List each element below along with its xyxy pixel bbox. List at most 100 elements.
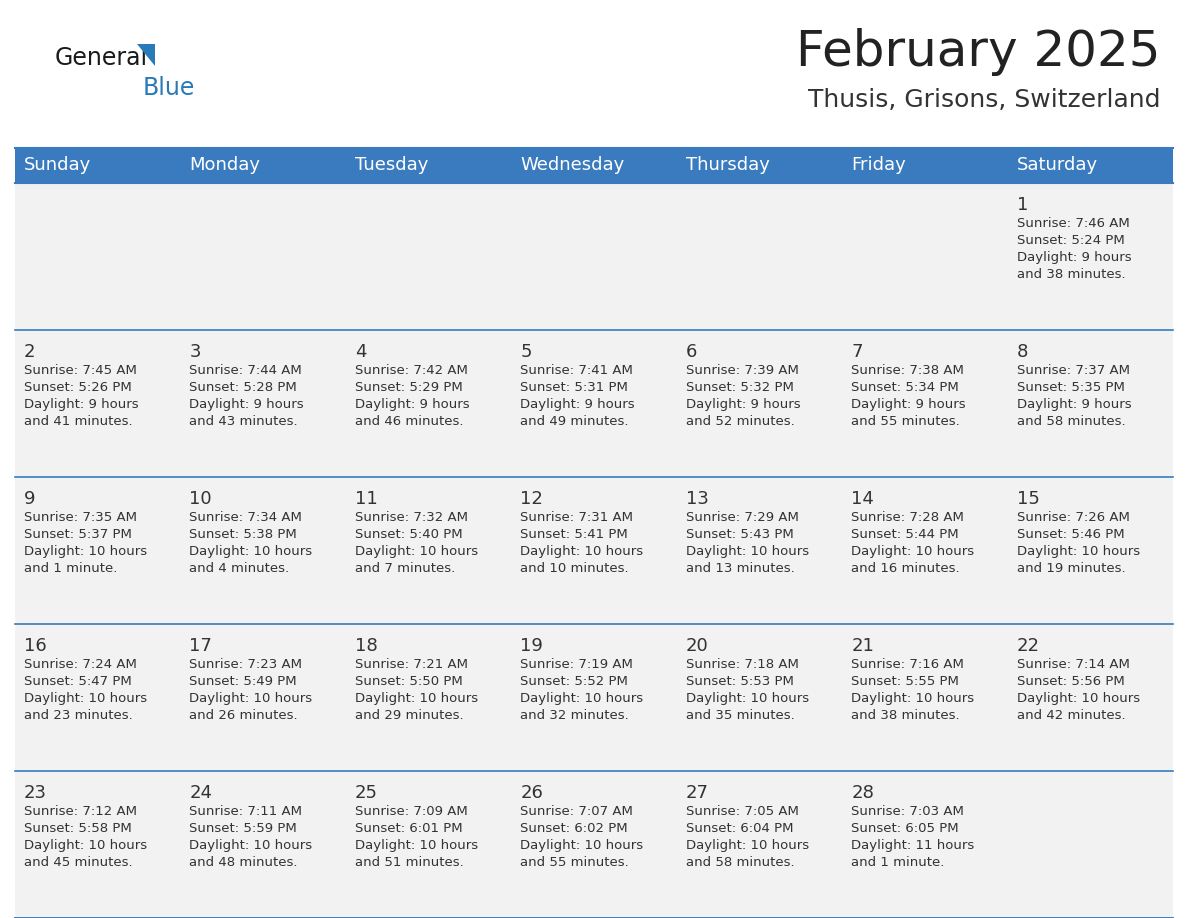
Text: and 58 minutes.: and 58 minutes.: [1017, 415, 1125, 428]
Bar: [181, 771, 346, 918]
Text: Sunset: 5:43 PM: Sunset: 5:43 PM: [685, 528, 794, 541]
Bar: [677, 477, 842, 624]
Text: Daylight: 10 hours: Daylight: 10 hours: [520, 545, 644, 558]
Text: 25: 25: [355, 784, 378, 802]
Text: 13: 13: [685, 490, 708, 508]
Bar: [842, 771, 1007, 918]
Text: Sunset: 5:50 PM: Sunset: 5:50 PM: [355, 675, 462, 688]
Text: Sunset: 5:52 PM: Sunset: 5:52 PM: [520, 675, 628, 688]
Text: Sunset: 6:05 PM: Sunset: 6:05 PM: [851, 822, 959, 835]
Text: 22: 22: [1017, 637, 1040, 655]
Text: Daylight: 10 hours: Daylight: 10 hours: [355, 692, 478, 705]
Text: and 48 minutes.: and 48 minutes.: [189, 856, 298, 869]
Text: and 46 minutes.: and 46 minutes.: [355, 415, 463, 428]
Text: Monday: Monday: [189, 156, 260, 174]
Text: and 51 minutes.: and 51 minutes.: [355, 856, 463, 869]
Bar: [15, 183, 181, 330]
Text: Sunrise: 7:46 AM: Sunrise: 7:46 AM: [1017, 217, 1130, 230]
Text: Sunset: 5:46 PM: Sunset: 5:46 PM: [1017, 528, 1124, 541]
Text: Blue: Blue: [143, 76, 195, 100]
Text: 18: 18: [355, 637, 378, 655]
Text: and 55 minutes.: and 55 minutes.: [851, 415, 960, 428]
Text: Sunset: 5:31 PM: Sunset: 5:31 PM: [520, 381, 628, 394]
Text: Sunrise: 7:44 AM: Sunrise: 7:44 AM: [189, 364, 302, 377]
Text: Sunset: 5:37 PM: Sunset: 5:37 PM: [24, 528, 132, 541]
Text: 5: 5: [520, 343, 532, 361]
Text: Sunrise: 7:09 AM: Sunrise: 7:09 AM: [355, 805, 468, 818]
Text: 21: 21: [851, 637, 874, 655]
Text: and 41 minutes.: and 41 minutes.: [24, 415, 133, 428]
Text: 8: 8: [1017, 343, 1028, 361]
Bar: [346, 771, 511, 918]
Text: 23: 23: [24, 784, 48, 802]
Text: Sunset: 6:02 PM: Sunset: 6:02 PM: [520, 822, 628, 835]
Text: Sunrise: 7:21 AM: Sunrise: 7:21 AM: [355, 658, 468, 671]
Text: Sunrise: 7:11 AM: Sunrise: 7:11 AM: [189, 805, 303, 818]
Text: 14: 14: [851, 490, 874, 508]
Text: and 13 minutes.: and 13 minutes.: [685, 562, 795, 575]
Bar: [511, 624, 677, 771]
Text: 27: 27: [685, 784, 709, 802]
Polygon shape: [137, 44, 154, 66]
Text: 20: 20: [685, 637, 708, 655]
Bar: [181, 477, 346, 624]
Text: Sunset: 5:34 PM: Sunset: 5:34 PM: [851, 381, 959, 394]
Text: Sunrise: 7:31 AM: Sunrise: 7:31 AM: [520, 511, 633, 524]
Text: Sunset: 5:55 PM: Sunset: 5:55 PM: [851, 675, 959, 688]
Text: Sunset: 5:41 PM: Sunset: 5:41 PM: [520, 528, 628, 541]
Text: Sunrise: 7:03 AM: Sunrise: 7:03 AM: [851, 805, 963, 818]
Text: and 16 minutes.: and 16 minutes.: [851, 562, 960, 575]
Text: and 10 minutes.: and 10 minutes.: [520, 562, 628, 575]
Text: Sunrise: 7:29 AM: Sunrise: 7:29 AM: [685, 511, 798, 524]
Bar: [346, 330, 511, 477]
Text: Daylight: 9 hours: Daylight: 9 hours: [851, 398, 966, 411]
Text: and 1 minute.: and 1 minute.: [851, 856, 944, 869]
Text: Saturday: Saturday: [1017, 156, 1098, 174]
Text: and 45 minutes.: and 45 minutes.: [24, 856, 133, 869]
Text: Daylight: 9 hours: Daylight: 9 hours: [1017, 251, 1131, 264]
Text: Sunrise: 7:07 AM: Sunrise: 7:07 AM: [520, 805, 633, 818]
Text: Sunset: 5:47 PM: Sunset: 5:47 PM: [24, 675, 132, 688]
Bar: [1007, 183, 1173, 330]
Text: Sunrise: 7:39 AM: Sunrise: 7:39 AM: [685, 364, 798, 377]
Text: and 23 minutes.: and 23 minutes.: [24, 709, 133, 722]
Bar: [346, 477, 511, 624]
Text: and 55 minutes.: and 55 minutes.: [520, 856, 628, 869]
Text: Sunset: 5:49 PM: Sunset: 5:49 PM: [189, 675, 297, 688]
Text: Sunset: 5:40 PM: Sunset: 5:40 PM: [355, 528, 462, 541]
Text: Sunrise: 7:16 AM: Sunrise: 7:16 AM: [851, 658, 963, 671]
Text: Daylight: 10 hours: Daylight: 10 hours: [1017, 545, 1139, 558]
Text: Sunset: 5:24 PM: Sunset: 5:24 PM: [1017, 234, 1124, 247]
Bar: [1007, 330, 1173, 477]
Text: Daylight: 10 hours: Daylight: 10 hours: [24, 839, 147, 852]
Text: Sunset: 5:32 PM: Sunset: 5:32 PM: [685, 381, 794, 394]
Bar: [15, 624, 181, 771]
Text: Daylight: 10 hours: Daylight: 10 hours: [685, 839, 809, 852]
Bar: [346, 624, 511, 771]
Text: and 43 minutes.: and 43 minutes.: [189, 415, 298, 428]
Text: and 38 minutes.: and 38 minutes.: [851, 709, 960, 722]
Bar: [511, 330, 677, 477]
Bar: [842, 330, 1007, 477]
Text: Sunset: 5:38 PM: Sunset: 5:38 PM: [189, 528, 297, 541]
Text: and 19 minutes.: and 19 minutes.: [1017, 562, 1125, 575]
Text: and 29 minutes.: and 29 minutes.: [355, 709, 463, 722]
Text: 24: 24: [189, 784, 213, 802]
Bar: [511, 477, 677, 624]
Bar: [1007, 624, 1173, 771]
Bar: [677, 624, 842, 771]
Text: Daylight: 9 hours: Daylight: 9 hours: [685, 398, 801, 411]
Text: 12: 12: [520, 490, 543, 508]
Text: Daylight: 10 hours: Daylight: 10 hours: [685, 545, 809, 558]
Text: 11: 11: [355, 490, 378, 508]
Text: Sunrise: 7:38 AM: Sunrise: 7:38 AM: [851, 364, 963, 377]
Text: Sunrise: 7:28 AM: Sunrise: 7:28 AM: [851, 511, 963, 524]
Text: Sunrise: 7:45 AM: Sunrise: 7:45 AM: [24, 364, 137, 377]
Bar: [511, 771, 677, 918]
Text: 10: 10: [189, 490, 211, 508]
Bar: [677, 330, 842, 477]
Text: Sunset: 5:44 PM: Sunset: 5:44 PM: [851, 528, 959, 541]
Text: 2: 2: [24, 343, 36, 361]
Text: and 26 minutes.: and 26 minutes.: [189, 709, 298, 722]
Text: Sunset: 6:04 PM: Sunset: 6:04 PM: [685, 822, 794, 835]
